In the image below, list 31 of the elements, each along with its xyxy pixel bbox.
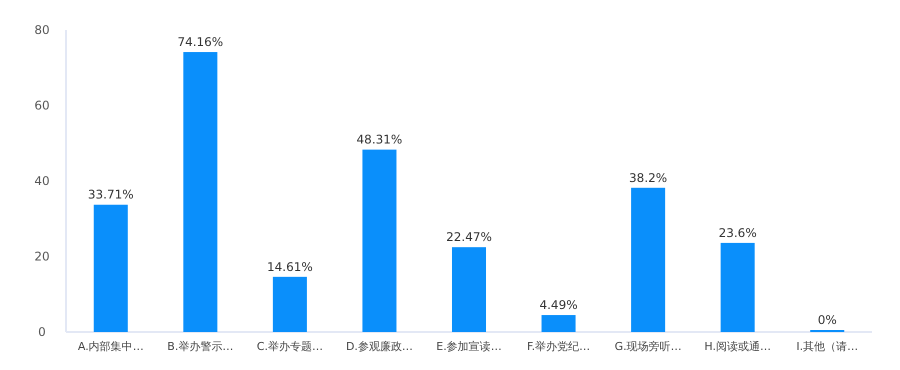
data-label: 22.47% [446,230,492,244]
data-label: 23.6% [718,226,757,240]
x-tick-label: H.阅读或通… [704,340,771,353]
data-label: 4.49% [539,298,578,312]
data-label: 74.16% [177,35,224,50]
y-tick-label: 20 [34,250,50,264]
data-label: 38.2% [629,170,668,185]
bar [272,276,307,332]
bar [542,315,576,332]
data-label: 14.61% [267,260,313,274]
x-tick-label: E.参加宣读… [436,340,502,353]
bar [720,242,755,332]
bar [362,150,396,332]
x-tick-label: I.其他（请… [796,340,858,353]
y-tick-label: 60 [34,98,50,113]
y-tick-label: 0 [38,325,46,340]
x-tick-label: G.现场旁听… [614,340,682,353]
x-tick-label: A.内部集中… [78,340,144,353]
x-tick-label: C.举办专题… [256,340,323,353]
data-label: 48.31% [356,132,402,147]
x-tick-label: F.举办党纪… [527,340,590,353]
bar [452,247,486,332]
bar [183,52,218,332]
bar [94,204,128,332]
x-tick-label: D.参观廉政… [346,340,413,353]
data-label: 0% [818,313,837,327]
x-tick-label: B.举办警示… [167,340,234,353]
y-tick-label: 40 [34,174,50,188]
y-tick-label: 80 [34,23,50,38]
data-label: 33.71% [88,188,134,202]
bar [631,188,666,332]
